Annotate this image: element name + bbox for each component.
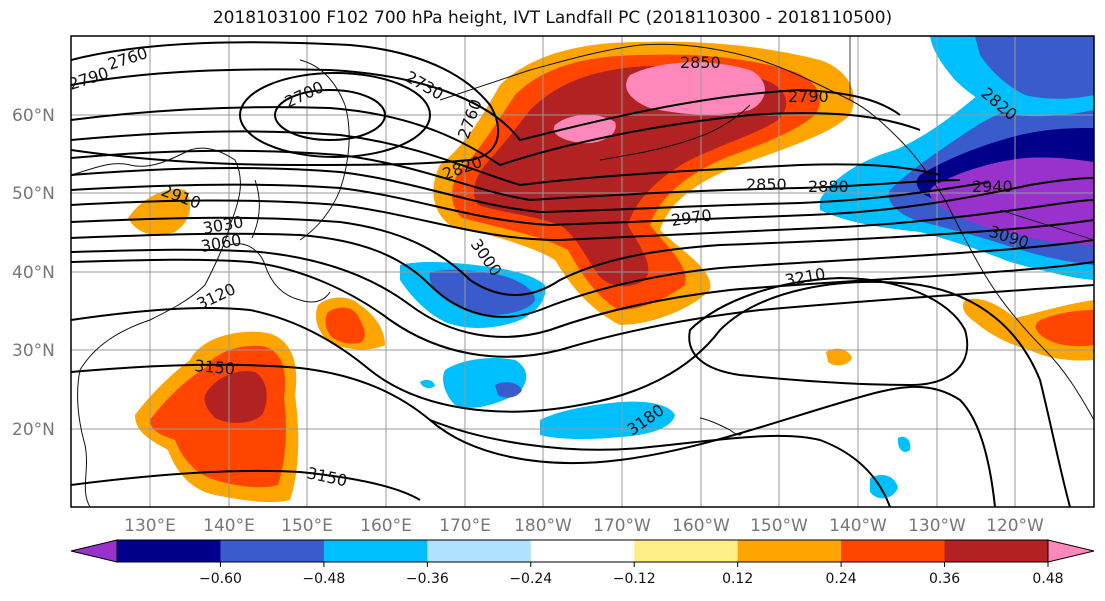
positive-region-california-red	[1035, 310, 1094, 347]
contour-3060	[71, 248, 1094, 338]
contour-label: 2880	[808, 177, 849, 196]
map-title: 2018103100 F102 700 hPa height, IVT Land…	[212, 8, 893, 28]
contour-3210	[688, 276, 969, 387]
lat-label: 50°N	[12, 184, 55, 204]
negative-region-hawaii	[540, 401, 675, 440]
longitude-labels: 130°E 140°E 150°E 160°E 170°E 180°W 170°…	[124, 516, 1044, 536]
coastline-alaska	[439, 43, 1094, 421]
map-layers: 2760 2700 2730 2760 2790 2850 2790 2820 …	[71, 36, 1094, 507]
colorbar-tick-label: 0.24	[826, 571, 857, 587]
colorbar-cell	[944, 540, 1049, 562]
ivt-filled-contours	[128, 36, 1094, 503]
lon-label: 140°E	[203, 516, 255, 536]
colorbar-cell	[427, 540, 532, 562]
colorbar-cell	[117, 540, 221, 562]
lon-label: 150°W	[750, 516, 808, 536]
contour-2940	[71, 177, 1094, 227]
colorbar-cell	[634, 540, 739, 562]
contour-2850	[71, 130, 941, 187]
negative-region-small-3	[420, 379, 435, 389]
negative-region-alaska-purple	[929, 157, 1094, 245]
contour-3150-south	[71, 363, 996, 507]
colorbar-tick-label: −0.48	[302, 571, 345, 587]
negative-region-small-2	[897, 436, 911, 452]
lat-label: 40°N	[12, 263, 55, 283]
positive-region-darkred	[474, 65, 787, 287]
contour-3090	[71, 258, 1094, 358]
lon-label: 170°W	[593, 516, 651, 536]
colorbar-extend-left	[70, 539, 118, 563]
contour-2760-north	[71, 41, 500, 167]
colorbar-cell	[220, 540, 325, 562]
colorbar-cells	[117, 540, 1049, 562]
contour-2880	[71, 149, 961, 202]
positive-region-pink-2	[553, 114, 616, 144]
contour-2790	[71, 68, 901, 142]
lon-label: 160°E	[360, 516, 412, 536]
lat-label: 30°N	[12, 341, 55, 361]
colorbar-tick-label: 0.48	[1032, 571, 1063, 587]
contour-label: 2940	[972, 177, 1013, 196]
contour-label: 2850	[680, 53, 721, 72]
colorbar-extend-right	[1047, 539, 1095, 563]
graticule	[71, 36, 1094, 507]
coastline-hawaii	[699, 417, 743, 436]
low-center-2730	[239, 72, 431, 158]
lon-label: 130°W	[908, 516, 966, 536]
contour-3180	[429, 419, 891, 507]
lon-label: 150°E	[281, 516, 333, 536]
negative-region-subtropical-blue	[495, 382, 522, 398]
colorbar-cell	[841, 540, 946, 562]
positive-region-subtropical-darkred	[204, 371, 267, 423]
positive-region-pink-1	[626, 62, 765, 115]
map-frame	[70, 35, 1095, 508]
contour-2820	[71, 106, 921, 167]
height-contours	[71, 41, 1094, 507]
lon-label: 160°W	[672, 516, 730, 536]
colorbar-ticks: −0.60 −0.48 −0.36 −0.24 −0.12 0.12 0.24 0.36 0.4…	[199, 562, 1064, 587]
colorbar-tick-label: −0.60	[199, 571, 242, 587]
lon-label: 140°W	[829, 516, 887, 536]
coastline-aleutians	[599, 104, 751, 161]
positive-region-small-1	[826, 348, 852, 366]
coastline-japan	[229, 243, 331, 303]
coastline-kamchatka	[299, 59, 350, 241]
colorbar-tick-label: −0.24	[509, 571, 552, 587]
colorbar-tick-label: 0.36	[929, 571, 960, 587]
colorbar-cell	[530, 540, 635, 562]
lon-label: 180°W	[514, 516, 572, 536]
lat-label: 20°N	[12, 420, 55, 440]
contour-label: 2790	[788, 87, 829, 106]
contour-label: 3150	[194, 356, 236, 378]
lon-label: 120°W	[986, 516, 1044, 536]
contour-3150-bottom	[71, 469, 421, 501]
colorbar-tick-label: 0.12	[722, 571, 753, 587]
colorbar-tick-label: −0.12	[613, 571, 656, 587]
colorbar-tick-label: −0.36	[406, 571, 449, 587]
lon-label: 130°E	[124, 516, 176, 536]
colorbar-frame	[116, 539, 1049, 563]
contour-2970	[71, 199, 1094, 242]
positive-region-central-ridge-red	[325, 307, 365, 344]
colorbar-cell	[323, 540, 428, 562]
lat-label: 60°N	[12, 106, 55, 126]
contour-2910	[71, 167, 991, 214]
latitude-labels: 60°N 50°N 40°N 30°N 20°N	[12, 106, 55, 440]
colorbar: −0.60 −0.48 −0.36 −0.24 −0.12 0.12 0.24 0.36 0.4…	[70, 539, 1095, 587]
contour-label: 2850	[746, 175, 787, 194]
colorbar-cell	[737, 540, 842, 562]
negative-region-northeast-blue	[975, 36, 1094, 99]
lon-label: 170°E	[439, 516, 491, 536]
contour-3000	[71, 216, 1094, 296]
contour-3030	[71, 232, 1094, 318]
contour-3120	[71, 281, 1071, 507]
